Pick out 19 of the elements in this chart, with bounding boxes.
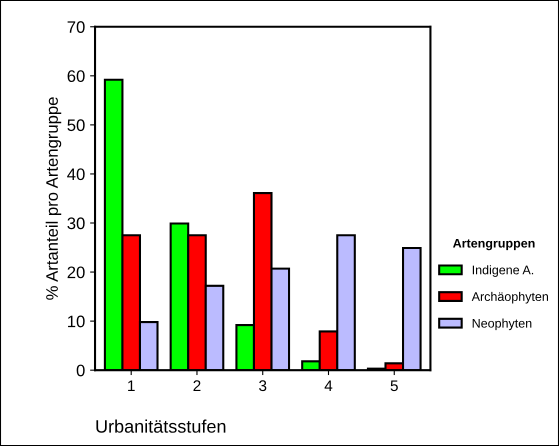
legend-label: Indigene A. (472, 265, 534, 277)
legend-title: Artengruppen (452, 238, 535, 250)
x-tick-label: 5 (390, 380, 398, 392)
y-tick-label: 70 (68, 21, 85, 33)
y-tick-label: 50 (67, 119, 85, 132)
x-tick-label: 2 (193, 380, 200, 391)
x-tick-label: 4 (324, 380, 332, 391)
y-tick-label: 20 (68, 266, 85, 278)
y-axis-title: % Artanteil pro Artengruppe (46, 97, 62, 300)
legend-label: Neophyten (472, 318, 532, 330)
x-tick-label: 3 (259, 380, 266, 392)
legend-label: Archäophyten (472, 292, 548, 304)
x-tick-label: 1 (128, 380, 135, 391)
y-tick-label: 60 (68, 70, 85, 82)
y-tick-label: 40 (67, 168, 85, 180)
x-axis-title: Urbanitätsstufen (96, 420, 226, 433)
y-tick-label: 0 (76, 364, 85, 376)
y-tick-label: 10 (68, 316, 85, 328)
y-tick-label: 30 (67, 217, 85, 230)
